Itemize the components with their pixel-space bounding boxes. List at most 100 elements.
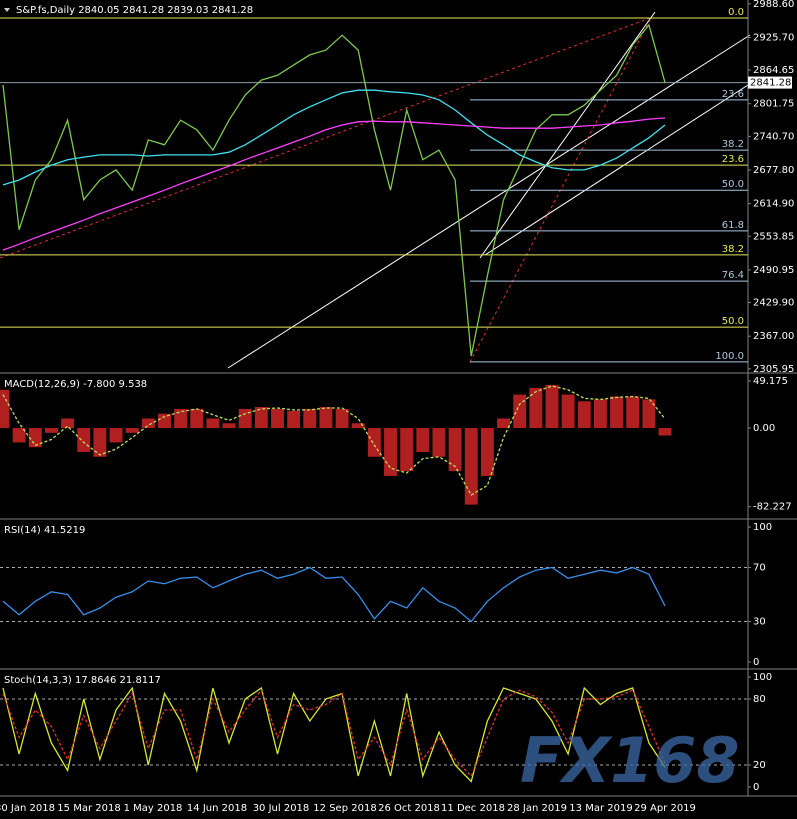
histogram-bar bbox=[416, 428, 430, 452]
y-tick-label: 100 bbox=[753, 672, 772, 683]
x-tick-label: 28 Jan 2019 bbox=[507, 803, 567, 814]
histogram-bar bbox=[190, 408, 204, 429]
histogram-bar bbox=[77, 428, 91, 452]
x-tick-label: 26 Oct 2018 bbox=[378, 803, 440, 814]
series-line bbox=[2, 89, 666, 186]
histogram-bar bbox=[432, 428, 446, 457]
histogram-bar bbox=[626, 396, 640, 429]
fib-label: 50.0 bbox=[722, 316, 744, 327]
y-tick-label: 2988.60 bbox=[753, 0, 794, 10]
trend-line bbox=[0, 17, 651, 259]
histogram-bar bbox=[448, 428, 462, 472]
histogram-bar bbox=[577, 401, 591, 429]
y-tick-label: -82.227 bbox=[753, 502, 792, 513]
trend-line bbox=[469, 19, 651, 363]
fib-label: 23.6 bbox=[722, 154, 744, 165]
histogram-bar bbox=[12, 428, 26, 443]
fib-label: 100.0 bbox=[715, 351, 744, 362]
y-tick-label: 2367.00 bbox=[753, 331, 794, 342]
histogram-bar bbox=[561, 394, 575, 429]
y-tick-label: 2553.85 bbox=[753, 231, 794, 242]
histogram-bar bbox=[545, 385, 559, 429]
fib-label: 50.0 bbox=[722, 179, 744, 190]
watermark: FX168 bbox=[520, 724, 740, 797]
y-tick-label: 2740.70 bbox=[753, 131, 794, 142]
series-line bbox=[2, 117, 666, 251]
fib-label: 38.2 bbox=[722, 139, 744, 150]
histogram-bar bbox=[335, 408, 349, 429]
histogram-bar bbox=[125, 428, 139, 433]
series-line bbox=[2, 566, 666, 623]
x-tick-label: 30 Jan 2018 bbox=[0, 803, 55, 814]
fib-label: 61.8 bbox=[722, 220, 744, 231]
y-tick-label: 70 bbox=[753, 563, 766, 574]
x-tick-label: 30 Jul 2018 bbox=[253, 803, 310, 814]
histogram-bar bbox=[206, 418, 220, 429]
y-tick-label: 0 bbox=[753, 657, 759, 668]
y-tick-label: 0.00 bbox=[753, 423, 775, 434]
y-tick-label: 80 bbox=[753, 694, 766, 705]
x-tick-label: 14 Jun 2018 bbox=[187, 803, 247, 814]
y-tick-label: 2677.80 bbox=[753, 165, 794, 176]
histogram-bar bbox=[287, 410, 301, 429]
histogram-bar bbox=[384, 428, 397, 476]
histogram-bar bbox=[610, 396, 624, 429]
y-tick-label: 30 bbox=[753, 617, 766, 628]
x-tick-label: 29 Apr 2019 bbox=[634, 803, 696, 814]
histogram-bar bbox=[529, 387, 543, 429]
x-tick-label: 11 Dec 2018 bbox=[441, 803, 505, 814]
pane-title: MACD(12,26,9) -7.800 9.538 bbox=[4, 379, 147, 390]
series-line bbox=[2, 686, 666, 783]
fib-label: 38.2 bbox=[722, 244, 744, 255]
histogram-bar bbox=[351, 423, 365, 429]
trend-lines bbox=[0, 11, 751, 369]
histogram-bar bbox=[464, 428, 478, 505]
histogram-bar bbox=[61, 418, 75, 429]
series-line bbox=[2, 23, 666, 357]
fib-label: 23.6 bbox=[722, 89, 744, 100]
y-tick-label: 2801.75 bbox=[753, 99, 794, 110]
channel-line bbox=[484, 84, 749, 256]
histogram-bar bbox=[319, 407, 333, 429]
y-tick-label: 20 bbox=[753, 760, 766, 771]
y-tick-label: 2614.90 bbox=[753, 199, 794, 210]
symbol-header: S&P.fs,Daily 2840.05 2841.28 2839.03 284… bbox=[16, 5, 253, 16]
histogram-bar bbox=[109, 428, 123, 443]
x-tick-label: 1 May 2018 bbox=[124, 803, 183, 814]
histogram-bar bbox=[658, 428, 672, 436]
histogram-bar bbox=[238, 408, 252, 429]
histogram-bar bbox=[93, 428, 107, 457]
last-price-label: 2841.28 bbox=[750, 78, 791, 89]
series-line bbox=[2, 688, 666, 778]
x-tick-label: 13 Mar 2019 bbox=[569, 803, 632, 814]
pane-title: Stoch(14,3,3) 17.8646 21.8117 bbox=[4, 675, 161, 686]
histogram-bar bbox=[174, 408, 188, 429]
channel-line bbox=[479, 11, 656, 259]
x-tick-label: 12 Sep 2018 bbox=[313, 803, 376, 814]
histogram-bar bbox=[158, 413, 171, 429]
y-tick-label: 2864.65 bbox=[753, 65, 794, 76]
histogram-bar bbox=[480, 428, 494, 476]
histogram-bar bbox=[497, 418, 510, 429]
channel-line bbox=[227, 34, 751, 369]
series-line bbox=[2, 385, 666, 496]
histogram-bar bbox=[44, 428, 58, 433]
histogram-bar bbox=[271, 408, 284, 429]
histogram-bar bbox=[141, 418, 155, 429]
histogram-bar bbox=[400, 428, 414, 472]
menu-arrow[interactable] bbox=[4, 8, 10, 12]
y-tick-label: 0 bbox=[753, 782, 759, 793]
histogram-bar bbox=[254, 407, 268, 429]
y-tick-label: 49.175 bbox=[753, 376, 788, 387]
histogram-bar bbox=[367, 428, 381, 457]
last-price-box bbox=[748, 76, 792, 89]
y-tick-label: 2429.90 bbox=[753, 298, 794, 309]
histogram-bar bbox=[28, 428, 42, 448]
fib-label: 0.0 bbox=[728, 7, 744, 18]
histogram-bar bbox=[513, 394, 527, 429]
y-tick-label: 2925.70 bbox=[753, 32, 794, 43]
x-tick-label: 15 Mar 2018 bbox=[57, 803, 120, 814]
pane-title: RSI(14) 41.5219 bbox=[4, 525, 85, 536]
